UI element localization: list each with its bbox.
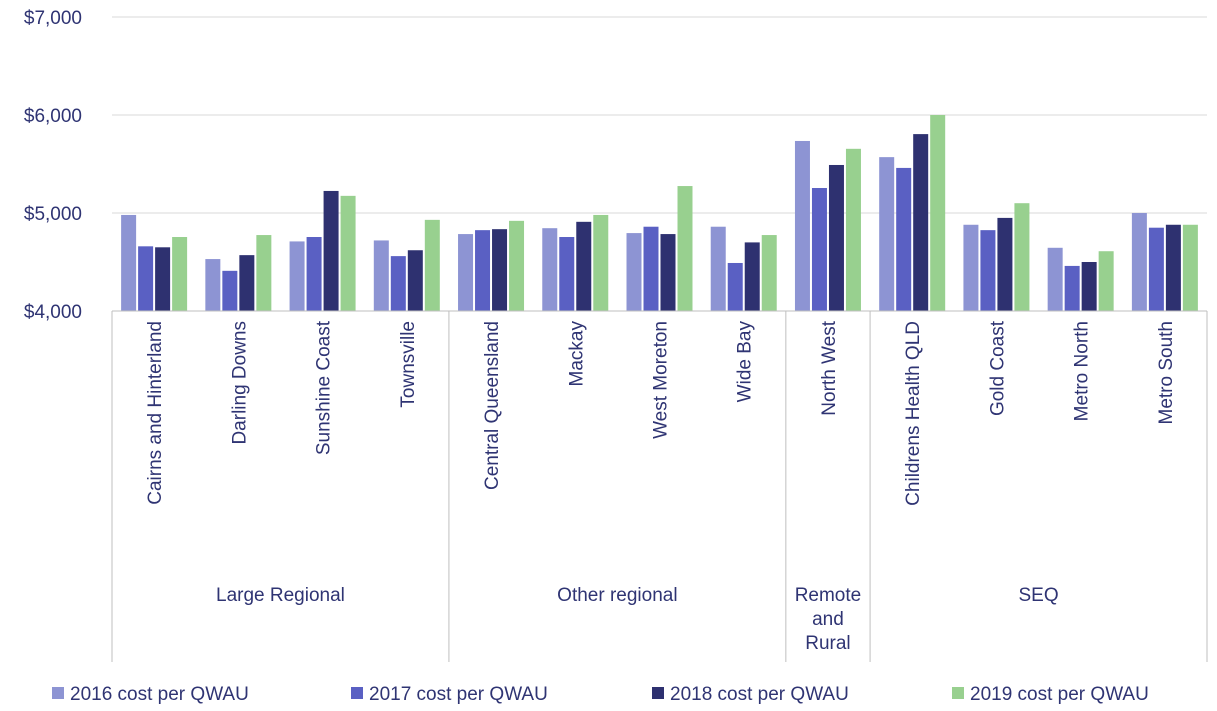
- group-label: Large Regional: [216, 585, 345, 606]
- bar: [913, 134, 929, 311]
- x-tick-label: Townsville: [398, 321, 419, 408]
- x-tick-label: Sunshine Coast: [314, 320, 335, 455]
- bar: [761, 235, 777, 311]
- legend-swatch: [652, 687, 664, 699]
- bar: [930, 115, 946, 311]
- bar: [559, 237, 575, 311]
- bar: [306, 237, 322, 311]
- bar: [794, 140, 810, 311]
- bar: [138, 246, 154, 311]
- y-tick-label: $4,000: [24, 302, 82, 323]
- group-label: Remote and Rural: [795, 585, 862, 654]
- bar: [828, 164, 844, 311]
- bar: [879, 157, 895, 311]
- y-tick-label: $5,000: [24, 204, 82, 225]
- bar: [845, 148, 861, 311]
- x-tick-label: Darling Downs: [229, 321, 250, 445]
- bar: [643, 226, 659, 311]
- legend-label: 2017 cost per QWAU: [369, 684, 548, 705]
- group-label: Other regional: [557, 585, 677, 606]
- bar: [323, 190, 339, 311]
- x-tick-label: Mackay: [566, 321, 587, 387]
- x-tick-label: West Moreton: [651, 321, 672, 439]
- bar: [677, 186, 693, 311]
- y-tick-label: $6,000: [24, 106, 82, 127]
- x-tick-label: Metro South: [1156, 321, 1177, 425]
- legend-label: 2018 cost per QWAU: [670, 684, 849, 705]
- bar: [239, 255, 255, 311]
- bar: [407, 250, 423, 311]
- bar: [256, 235, 272, 311]
- bar: [205, 259, 221, 311]
- y-tick-label: $7,000: [24, 8, 82, 29]
- x-tick-label: Metro North: [1072, 321, 1093, 421]
- bar: [340, 195, 356, 311]
- bar: [289, 241, 305, 311]
- bar: [1131, 213, 1147, 311]
- legend-swatch: [351, 687, 363, 699]
- bar: [390, 256, 406, 311]
- bar: [963, 224, 979, 311]
- bar: [710, 226, 726, 311]
- bar: [1182, 224, 1198, 311]
- bar: [475, 230, 491, 311]
- bar: [593, 214, 609, 311]
- legend-label: 2019 cost per QWAU: [970, 684, 1149, 705]
- bar: [811, 188, 827, 311]
- bar: [222, 270, 238, 311]
- bar: [424, 219, 440, 311]
- bar: [155, 247, 171, 311]
- bar: [121, 214, 137, 311]
- x-tick-label: Childrens Health QLD: [903, 321, 924, 506]
- bar: [896, 167, 912, 311]
- bar: [1148, 227, 1164, 311]
- bar: [576, 221, 592, 311]
- bar: [744, 242, 760, 311]
- x-tick-label: North West: [819, 320, 840, 415]
- bar: [626, 233, 642, 311]
- bar: [1165, 224, 1181, 311]
- bar: [1064, 265, 1080, 311]
- legend-swatch: [952, 687, 964, 699]
- bar: [172, 237, 188, 311]
- bar: [727, 262, 743, 311]
- bar: [660, 234, 676, 311]
- bar: [509, 220, 525, 311]
- bar: [1098, 251, 1114, 311]
- bar: [1047, 247, 1063, 311]
- x-tick-label: Wide Bay: [735, 321, 756, 403]
- bar: [1081, 262, 1097, 311]
- bar: [1014, 203, 1030, 311]
- group-label: SEQ: [1018, 585, 1058, 606]
- x-tick-label: Gold Coast: [987, 320, 1008, 416]
- bar: [997, 217, 1013, 311]
- bar: [980, 230, 996, 311]
- legend-label: 2016 cost per QWAU: [70, 684, 249, 705]
- bar: [373, 240, 389, 311]
- x-tick-label: Cairns and Hinterland: [145, 321, 166, 505]
- bar: [542, 228, 558, 311]
- legend-swatch: [52, 687, 64, 699]
- bar: [492, 229, 508, 311]
- bar: [458, 234, 474, 311]
- x-tick-label: Central Queensland: [482, 321, 503, 490]
